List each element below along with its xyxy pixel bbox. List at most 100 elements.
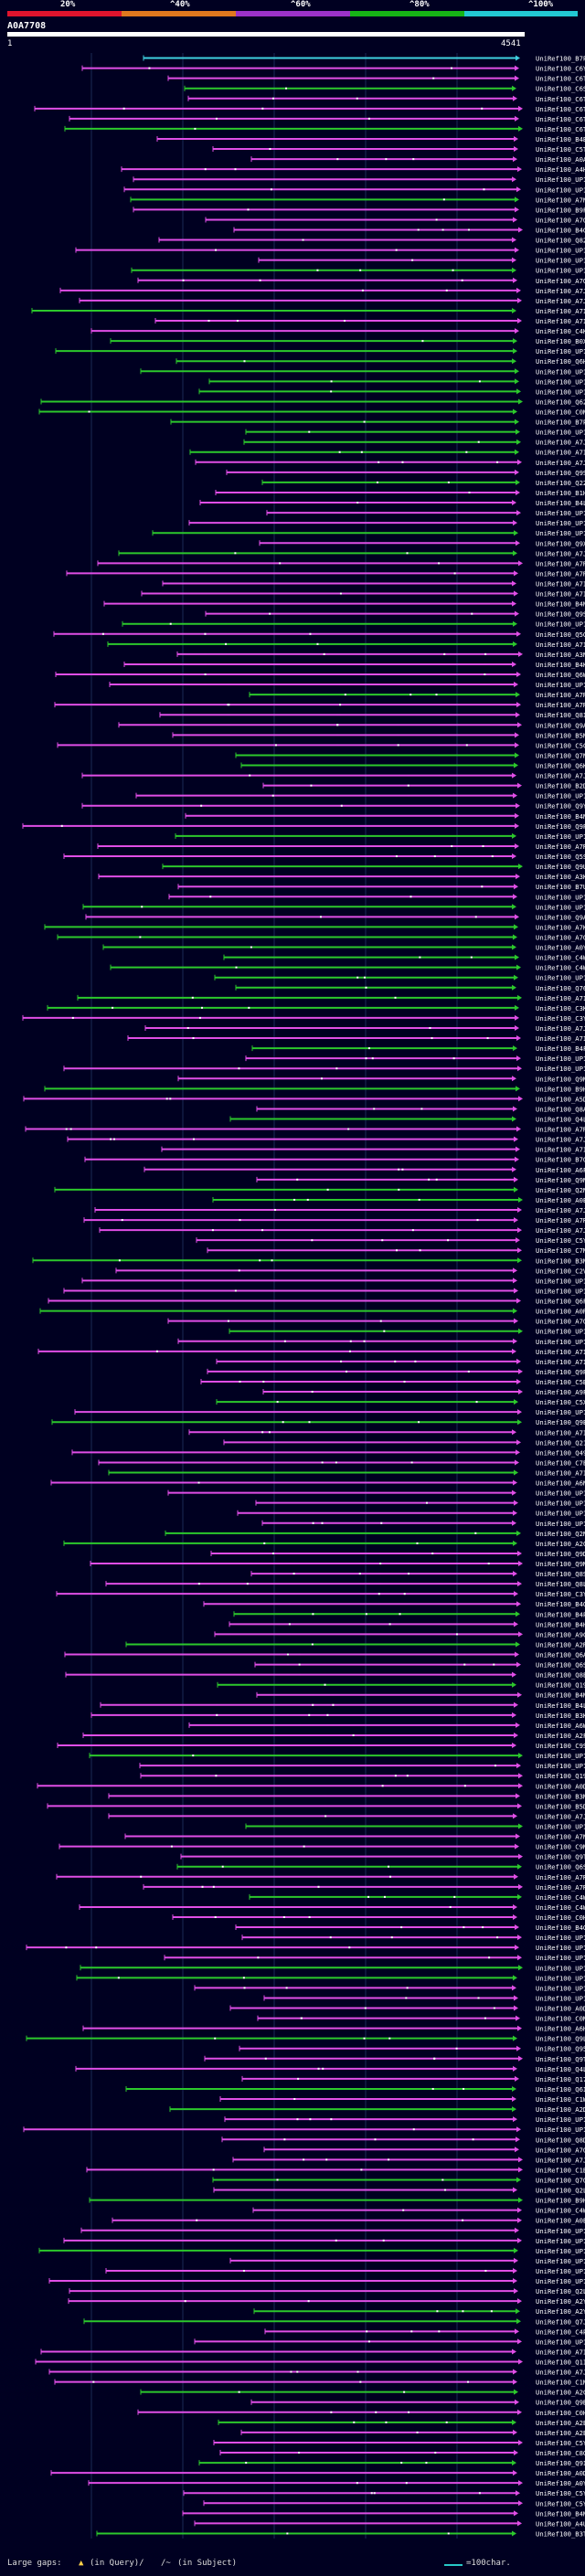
hit-label[interactable]: UniRef100_B4QAR7 bbox=[536, 1600, 585, 1608]
hit-label[interactable]: UniRef100_C9S569 bbox=[536, 1742, 585, 1750]
hit-label[interactable]: UniRef100_A7NBV1 bbox=[536, 196, 585, 204]
hit-label[interactable]: UniRef100_A2E6B0 bbox=[536, 2429, 585, 2437]
hit-label[interactable]: UniRef100_Q7N7X4 bbox=[536, 751, 585, 759]
hit-label[interactable]: UniRef100_B4P819 bbox=[536, 1610, 585, 1618]
hit-label[interactable]: UniRef100_C4WT08 bbox=[536, 964, 585, 972]
hit-label[interactable]: UniRef100_A0AS52 bbox=[536, 155, 585, 164]
hit-label[interactable]: UniRef100_Q19JU1 bbox=[536, 1681, 585, 1690]
hit-label[interactable]: UniRef100_C6T904 bbox=[536, 105, 585, 113]
hit-label[interactable]: UniRef100_UP1000... bbox=[536, 367, 585, 376]
hit-label[interactable]: UniRef100_A7Q3I0 bbox=[536, 216, 585, 224]
hit-label[interactable]: UniRef100_A5DAS5 bbox=[536, 1095, 585, 1103]
hit-label[interactable]: UniRef100_UP1000... bbox=[536, 257, 585, 265]
hit-label[interactable]: UniRef100_A2Y154 bbox=[536, 2297, 585, 2306]
hit-label[interactable]: UniRef100_C1MX42 bbox=[536, 2379, 585, 2387]
hit-label[interactable]: UniRef100_B4B5S1 bbox=[536, 135, 585, 143]
hit-label[interactable]: UniRef100_A7ICP9 bbox=[536, 579, 585, 588]
hit-label[interactable]: UniRef100_A0YIN6 bbox=[536, 2479, 585, 2487]
hit-label[interactable]: UniRef100_C3YZ08 bbox=[536, 1590, 585, 1598]
hit-label[interactable]: UniRef100_UP1000... bbox=[536, 2277, 585, 2285]
hit-label[interactable]: UniRef100_A0R6E2 bbox=[536, 1308, 585, 1316]
hit-label[interactable]: UniRef100_A2E6H4 bbox=[536, 2419, 585, 2427]
hit-label[interactable]: UniRef100_A0DJJ1 bbox=[536, 1782, 585, 1790]
hit-label[interactable]: UniRef100_A2CTC5 bbox=[536, 2389, 585, 2397]
hit-label[interactable]: UniRef100_Q2NR29 bbox=[536, 1530, 585, 1538]
hit-label[interactable]: UniRef100_C4WTG0 bbox=[536, 1893, 585, 1902]
hit-label[interactable]: UniRef100_A6WQE5 bbox=[536, 1722, 585, 1730]
hit-label[interactable]: UniRef100_A7QIT0 bbox=[536, 933, 585, 941]
hit-label[interactable]: UniRef100_Q4LEG7 bbox=[536, 2065, 585, 2073]
hit-label[interactable]: UniRef100_Q9X7L6 bbox=[536, 539, 585, 547]
hit-label[interactable]: UniRef100_UP1000... bbox=[536, 893, 585, 901]
hit-label[interactable]: UniRef100_C3KB23 bbox=[536, 1004, 585, 1012]
hit-label[interactable]: UniRef100_C0H5E0 bbox=[536, 1913, 585, 1922]
hit-label[interactable]: UniRef100_UP1000... bbox=[536, 1510, 585, 1518]
hit-label[interactable]: UniRef100_B3M3U6 bbox=[536, 1792, 585, 1800]
hit-label[interactable]: UniRef100_C5YRT9 bbox=[536, 2499, 585, 2507]
hit-label[interactable]: UniRef100_A2F983 bbox=[536, 1732, 585, 1740]
hit-label[interactable]: UniRef100_UP1000... bbox=[536, 2267, 585, 2275]
hit-label[interactable]: UniRef100_A6NVV7 bbox=[536, 1479, 585, 1488]
hit-label[interactable]: UniRef100_Q9D4Q9 bbox=[536, 1550, 585, 1558]
hit-label[interactable]: UniRef100_A7IUV7 bbox=[536, 1468, 585, 1477]
hit-label[interactable]: UniRef100_B4G2F8 bbox=[536, 226, 585, 234]
hit-label[interactable]: UniRef100_B7PM96 bbox=[536, 419, 585, 427]
hit-label[interactable]: UniRef100_C4WSF1 bbox=[536, 1903, 585, 1912]
hit-label[interactable]: UniRef100_UP1000... bbox=[536, 1338, 585, 1346]
hit-label[interactable]: UniRef100_A0DL01 bbox=[536, 2005, 585, 2013]
hit-label[interactable]: UniRef100_A7J7S0 bbox=[536, 1206, 585, 1214]
hit-label[interactable]: UniRef100_UP1000... bbox=[536, 1752, 585, 1760]
hit-label[interactable]: UniRef100_A7QV59 bbox=[536, 1318, 585, 1326]
hit-label[interactable]: UniRef100_UP1000... bbox=[536, 903, 585, 911]
hit-label[interactable]: UniRef100_C5X7Y6 bbox=[536, 1398, 585, 1406]
hit-label[interactable]: UniRef100_A7IUD9 bbox=[536, 1034, 585, 1043]
hit-label[interactable]: UniRef100_A4H0S0 bbox=[536, 165, 585, 174]
hit-label[interactable]: UniRef100_UP1000... bbox=[536, 509, 585, 517]
hit-label[interactable]: UniRef100_C6T084 bbox=[536, 125, 585, 133]
hit-label[interactable]: UniRef100_Q8DJX9 bbox=[536, 2136, 585, 2144]
hit-label[interactable]: UniRef100_Q9YV91 bbox=[536, 802, 585, 811]
hit-label[interactable]: UniRef100_A2CQ61 bbox=[536, 1540, 585, 1548]
hit-label[interactable]: UniRef100_UP1000... bbox=[536, 429, 585, 437]
hit-label[interactable]: UniRef100_A7IUD8 bbox=[536, 317, 585, 325]
hit-label[interactable]: UniRef100_UP1000... bbox=[536, 2115, 585, 2124]
hit-label[interactable]: UniRef100_UP1000... bbox=[536, 1934, 585, 1942]
hit-label[interactable]: UniRef100_A2R8C2 bbox=[536, 1640, 585, 1648]
hit-label[interactable]: UniRef100_Q9TG21 bbox=[536, 2055, 585, 2063]
hit-label[interactable]: UniRef100_Q9L5Q0 bbox=[536, 2035, 585, 2043]
hit-label[interactable]: UniRef100_UP1000... bbox=[536, 186, 585, 194]
hit-label[interactable]: UniRef100_C5YA20 bbox=[536, 1236, 585, 1245]
hit-label[interactable]: UniRef100_UP1000... bbox=[536, 2247, 585, 2255]
hit-label[interactable]: UniRef100_B4MX17 bbox=[536, 1691, 585, 1700]
hit-label[interactable]: UniRef100_Q9I8T9 bbox=[536, 2459, 585, 2467]
hit-label[interactable]: UniRef100_Q6FZE9 bbox=[536, 1298, 585, 1306]
hit-label[interactable]: UniRef100_B7P9W4 bbox=[536, 55, 585, 63]
hit-label[interactable]: UniRef100_A9CX27 bbox=[536, 1630, 585, 1638]
hit-label[interactable]: UniRef100_A2Y153 bbox=[536, 2307, 585, 2316]
hit-label[interactable]: UniRef100_Q6SJ04 bbox=[536, 1661, 585, 1670]
hit-label[interactable]: UniRef100_UP1000... bbox=[536, 1954, 585, 1962]
hit-label[interactable]: UniRef100_UP1000... bbox=[536, 1964, 585, 1972]
hit-label[interactable]: UniRef100_B4G8E7 bbox=[536, 1924, 585, 1932]
hit-label[interactable]: UniRef100_C9MDN2 bbox=[536, 1843, 585, 1851]
hit-label[interactable]: UniRef100_A7J7G3 bbox=[536, 1226, 585, 1235]
hit-label[interactable]: UniRef100_A7RBH1 bbox=[536, 569, 585, 578]
hit-label[interactable]: UniRef100_Q9SQC8 bbox=[536, 469, 585, 477]
hit-label[interactable]: UniRef100_C7EJF0 bbox=[536, 1458, 585, 1467]
hit-label[interactable]: UniRef100_Q8I970 bbox=[536, 711, 585, 719]
hit-label[interactable]: UniRef100_A7KC56 bbox=[536, 923, 585, 931]
hit-label[interactable]: UniRef100_A0DJJ0 bbox=[536, 2469, 585, 2477]
hit-label[interactable]: UniRef100_B4MDS0 bbox=[536, 2509, 585, 2518]
hit-label[interactable]: UniRef100_Q2LWM1 bbox=[536, 2287, 585, 2295]
hit-label[interactable]: UniRef100_Q9NT37 bbox=[536, 1176, 585, 1184]
hit-label[interactable]: UniRef100_UP1000... bbox=[536, 1974, 585, 1982]
hit-label[interactable]: UniRef100_UP1000... bbox=[536, 1500, 585, 1508]
hit-label[interactable]: UniRef100_C6TOU5 bbox=[536, 75, 585, 83]
hit-label[interactable]: UniRef100_UP1000... bbox=[536, 2227, 585, 2235]
hit-label[interactable]: UniRef100_Q6HMP4 bbox=[536, 357, 585, 366]
hit-label[interactable]: UniRef100_C6SYW7 bbox=[536, 85, 585, 93]
hit-label[interactable]: UniRef100_C5BJL6 bbox=[536, 1378, 585, 1386]
hit-label[interactable]: UniRef100_Q49870 bbox=[536, 1448, 585, 1457]
hit-label[interactable]: UniRef100_Q6AVC2 bbox=[536, 1651, 585, 1659]
hit-label[interactable]: UniRef100_A7IXJ2 bbox=[536, 1428, 585, 1436]
